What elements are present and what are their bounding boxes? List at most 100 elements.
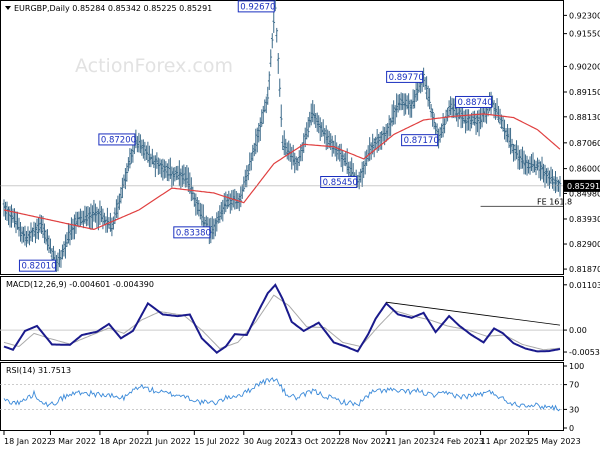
swing-price-label: 0.85450	[320, 176, 358, 188]
price-bar	[528, 156, 532, 175]
price-bar	[77, 211, 81, 228]
x-tick-label: 15 Jul 2022	[194, 437, 239, 446]
price-bar	[221, 199, 225, 222]
price-bar	[318, 117, 322, 141]
price-bar	[130, 148, 133, 164]
price-bar	[35, 218, 39, 239]
price-bar	[447, 100, 451, 117]
price-bar	[452, 98, 455, 118]
price-bar	[276, 53, 280, 74]
price-bar	[362, 160, 365, 179]
price-bar	[163, 159, 166, 179]
price-tick-label: 0.90200	[569, 62, 600, 71]
price-bar	[148, 145, 151, 167]
price-bar	[539, 161, 542, 181]
price-bar	[357, 171, 361, 190]
price-bar	[401, 93, 404, 110]
price-bar	[154, 155, 157, 178]
price-bar	[348, 161, 352, 179]
swing-price-label: 0.87200	[98, 133, 136, 146]
svg-text:0.82010: 0.82010	[21, 262, 56, 272]
price-bar	[215, 212, 219, 232]
price-bar	[175, 165, 178, 181]
price-bar	[278, 78, 282, 97]
price-bar	[37, 217, 40, 240]
price-bar	[359, 168, 362, 183]
swing-price-label: 0.92670	[237, 0, 275, 13]
swing-price-label: 0.87170	[401, 134, 439, 147]
svg-text:0.88740: 0.88740	[458, 98, 493, 108]
price-tick-label: 0.86000	[569, 165, 600, 174]
x-tick-label: 18 Apr 2022	[100, 437, 149, 446]
price-bar	[380, 130, 383, 150]
price-tick-label: 0.84980	[569, 189, 600, 198]
price-bar	[185, 165, 189, 188]
price-bar	[184, 167, 187, 188]
price-bar	[558, 176, 562, 197]
watermark: ActionForex.com	[75, 55, 233, 77]
price-bar	[398, 94, 401, 111]
svg-text:0.92670: 0.92670	[240, 2, 275, 12]
price-bar	[212, 218, 216, 240]
price-bar	[284, 138, 288, 157]
price-bar	[121, 177, 124, 199]
price-bar	[116, 195, 120, 219]
price-bar	[441, 113, 445, 138]
last-price-label: 0.85291	[567, 182, 600, 191]
x-tick-label: 24 Feb 2023	[434, 437, 484, 446]
price-bar	[58, 249, 61, 268]
price-bar	[137, 132, 141, 153]
macd-tick-label: 0.00	[569, 326, 587, 335]
x-tick-label: 3 Mar 2022	[50, 437, 96, 446]
price-bar	[312, 104, 316, 125]
price-bar	[44, 229, 48, 245]
price-bar	[249, 152, 253, 171]
price-bar	[49, 238, 52, 254]
price-bar	[407, 93, 410, 115]
price-bar	[369, 142, 373, 160]
price-bar	[260, 109, 264, 127]
price-bar	[515, 140, 518, 160]
price-bar	[61, 244, 64, 260]
price-bar	[22, 226, 25, 243]
x-tick-label: 11 Apr 2023	[481, 437, 530, 446]
x-tick-label: 28 Nov 2022	[340, 437, 391, 446]
price-bar	[83, 205, 87, 224]
rsi-line	[3, 377, 561, 412]
price-bar	[293, 152, 297, 174]
price-bar	[408, 99, 412, 118]
price-bar	[423, 77, 427, 90]
price-bar	[449, 96, 452, 116]
price-bar	[306, 117, 310, 138]
price-bar	[166, 163, 169, 182]
price-bar	[110, 217, 114, 237]
collapse-triangle-icon[interactable]	[5, 6, 11, 10]
price-bar	[290, 146, 294, 170]
price-bar	[555, 176, 559, 192]
rsi-panel-frame	[0, 362, 564, 431]
price-bar	[467, 109, 470, 131]
price-bar	[516, 145, 520, 170]
last-price-tag	[564, 179, 600, 192]
price-bar	[59, 250, 63, 268]
price-bar	[461, 107, 464, 128]
price-bar	[136, 136, 139, 153]
price-bar	[390, 104, 394, 127]
price-bar	[211, 216, 214, 240]
x-tick-label: 1 Jun 2022	[148, 437, 191, 446]
price-bar	[146, 141, 150, 163]
price-bar	[187, 167, 190, 192]
price-bar	[549, 166, 553, 185]
price-bar	[395, 93, 398, 118]
price-bar	[518, 149, 521, 170]
price-bar	[41, 216, 45, 239]
price-bar	[311, 100, 315, 123]
price-bar	[127, 157, 130, 172]
price-bar	[62, 241, 66, 257]
price-bar	[199, 202, 202, 220]
price-bar	[112, 216, 115, 230]
svg-text:0.87170: 0.87170	[404, 136, 439, 146]
price-bar	[275, 27, 279, 43]
x-tick-label: 18 Jan 2022	[4, 437, 52, 446]
